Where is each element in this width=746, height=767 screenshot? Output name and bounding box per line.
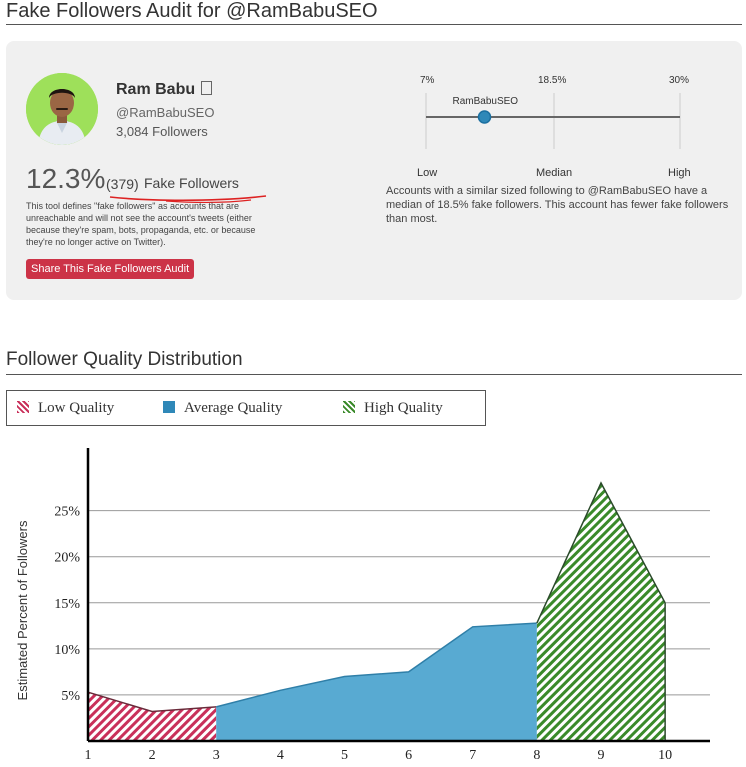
follower-count: 3,084 Followers [116,124,208,139]
scale-tick-min: 7% [420,75,435,86]
title-divider [6,24,742,25]
section-title: Follower Quality Distribution [6,349,243,370]
account-marker-icon [477,110,492,124]
area-average-quality [216,623,537,741]
y-tick-label: 5% [61,689,80,704]
y-tick-label: 15% [54,597,80,612]
quality-distribution-chart: 5% 10% 15% 20% 25% 1 2 3 4 5 6 7 8 9 10 Estimated Perce… [15,448,710,763]
legend-swatch-low-icon [17,401,29,413]
x-tick-label: 4 [277,748,284,763]
x-tick-label: 3 [213,748,220,763]
legend-item-low[interactable]: Low Quality [17,400,114,417]
legend-label-low: Low Quality [38,400,115,416]
area-low-quality-line [87,691,217,713]
x-tick-label: 1 [85,748,92,763]
x-tick-label: 6 [405,748,412,763]
fake-follower-scale: 7% 18.5% 30% RamBabuSEO Low Median High [386,61,726,191]
marker-label: RamBabuSEO [452,96,519,107]
scale-label-median: Median [536,167,573,179]
avatar-portrait-icon [26,73,98,145]
y-tick-label: 25% [54,505,80,520]
x-tick-label: 5 [341,748,348,763]
scale-graphic [425,93,681,149]
area-high-quality-line [536,481,666,624]
scale-tick-median: 18.5% [538,75,567,86]
avatar[interactable] [26,73,98,145]
scale-label-high: High [668,167,691,179]
area-low-quality [88,692,217,741]
x-tick-label: 7 [469,748,476,763]
y-tick-label: 10% [54,643,80,658]
fake-followers-definition: This tool defines "fake followers" as ac… [26,201,256,247]
legend-label-high: High Quality [364,400,443,416]
legend-label-average: Average Quality [184,400,283,416]
scale-label-low: Low [417,167,438,179]
x-tick-label: 2 [149,748,156,763]
fake-count: (379) [106,176,139,192]
fake-followers-label: Fake Followers [144,175,239,191]
median-comparison-note: Accounts with a similar sized following … [386,185,729,225]
legend-item-high[interactable]: High Quality [343,400,443,417]
legend-item-average[interactable]: Average Quality [163,400,282,417]
chart-legend: Low Quality Average Quality High Quality [6,390,486,426]
profile-name-text: Ram Babu [116,81,196,98]
legend-swatch-high-icon [343,401,355,413]
scale-tick-max: 30% [669,75,690,86]
share-audit-button[interactable]: Share This Fake Followers Audit [26,259,195,279]
verified-badge-icon [201,81,213,95]
fake-percent: 12.3% [26,163,106,194]
page-title: Fake Followers Audit for @RamBabuSEO [6,0,378,22]
profile-handle: @RamBabuSEO [116,105,215,120]
area-high-quality [536,483,666,741]
profile-name: Ram Babu [116,81,213,99]
red-underline-annotation [109,195,267,203]
x-tick-label: 10 [658,748,672,763]
audit-card: Ram Babu @RamBabuSEO 3,084 Followers 12.… [6,41,742,300]
x-tick-label: 8 [533,748,540,763]
area-average-quality-line [216,622,537,708]
legend-swatch-average-icon [163,401,175,413]
section-divider [6,374,742,375]
y-tick-label: 20% [54,551,80,566]
x-tick-label: 9 [597,748,604,763]
y-axis-label: Estimated Percent of Followers [15,520,30,700]
